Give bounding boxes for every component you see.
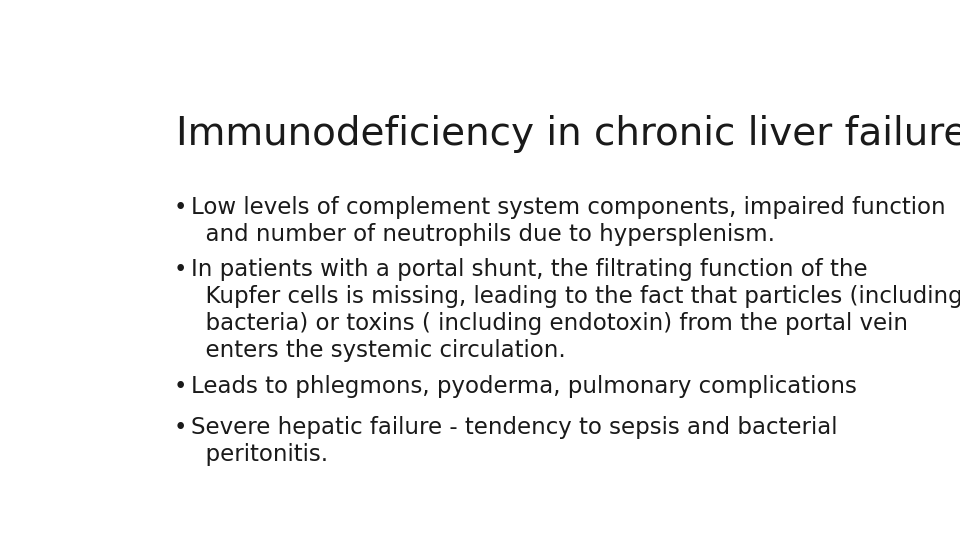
Text: In patients with a portal shunt, the filtrating function of the: In patients with a portal shunt, the fil…	[191, 258, 867, 281]
Text: bacteria) or toxins ( including endotoxin) from the portal vein: bacteria) or toxins ( including endotoxi…	[191, 312, 908, 335]
Text: and number of neutrophils due to hypersplenism.: and number of neutrophils due to hypersp…	[191, 223, 775, 246]
Text: •: •	[174, 416, 187, 439]
Text: Kupfer cells is missing, leading to the fact that particles (including: Kupfer cells is missing, leading to the …	[191, 285, 960, 308]
Text: Low levels of complement system components, impaired function: Low levels of complement system componen…	[191, 196, 946, 219]
Text: enters the systemic circulation.: enters the systemic circulation.	[191, 339, 565, 362]
Text: peritonitis.: peritonitis.	[191, 443, 327, 466]
Text: •: •	[174, 258, 187, 281]
Text: Severe hepatic failure - tendency to sepsis and bacterial: Severe hepatic failure - tendency to sep…	[191, 416, 837, 439]
Text: •: •	[174, 196, 187, 219]
Text: Leads to phlegmons, pyoderma, pulmonary complications: Leads to phlegmons, pyoderma, pulmonary …	[191, 375, 856, 397]
Text: •: •	[174, 375, 187, 397]
Text: Immunodeficiency in chronic liver failure: Immunodeficiency in chronic liver failur…	[176, 114, 960, 153]
